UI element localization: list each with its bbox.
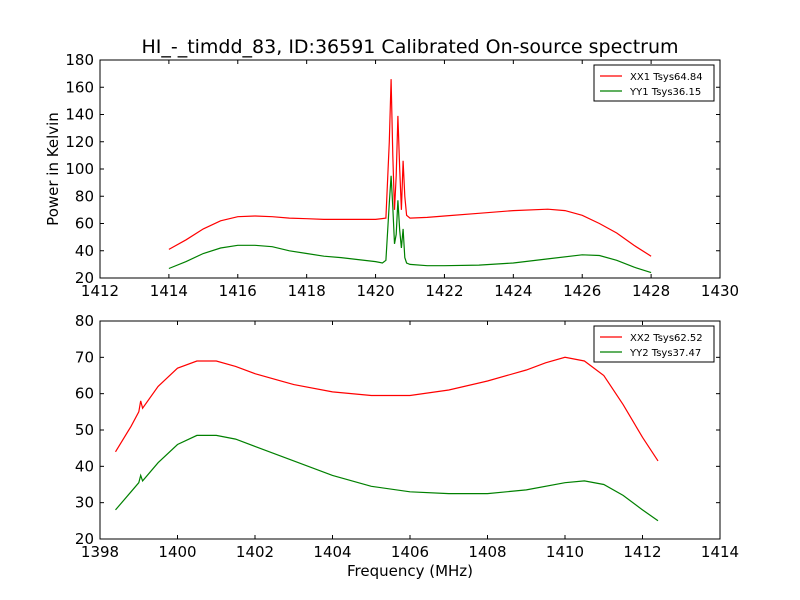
plots-container: 1412 1414 1416 1418 1420 1422 1424 1426 1428 1430… bbox=[44, 51, 739, 580]
x-tick-label: 1430 bbox=[701, 282, 739, 300]
x-tick-label: 1398 bbox=[81, 543, 119, 561]
x-tick-label: 1404 bbox=[313, 543, 351, 561]
x-tick-label: 1416 bbox=[219, 282, 257, 300]
y-tick-label: 120 bbox=[65, 133, 94, 151]
series-line-1 bbox=[114, 356, 659, 462]
y-tick-label: 70 bbox=[75, 348, 94, 366]
y-tick-label: 80 bbox=[75, 312, 94, 330]
x-tick-label: 1400 bbox=[158, 543, 196, 561]
x-axis-label: Frequency (MHz) bbox=[347, 562, 473, 580]
y-tick-label: 60 bbox=[75, 215, 94, 233]
x-tick-label: 1420 bbox=[356, 282, 394, 300]
figure-title: HI_-_timdd_83, ID:36591 Calibrated On-so… bbox=[141, 36, 678, 58]
legend: XX2 Tsys62.52 YY2 Tsys37.47 bbox=[593, 325, 715, 363]
x-tick-label: 1410 bbox=[546, 543, 584, 561]
x-tick-label: 1422 bbox=[425, 282, 463, 300]
x-tick-label: 1406 bbox=[391, 543, 429, 561]
series-line-2 bbox=[168, 175, 652, 274]
y-tick-label: 20 bbox=[75, 530, 94, 548]
subplot-2: 1398 1400 1402 1404 1406 1408 1410 1412 1414 20 30… bbox=[75, 312, 739, 580]
y-axis-label: Power in Kelvin bbox=[44, 112, 62, 226]
y-tick-label: 140 bbox=[65, 106, 94, 124]
legend-label-1: XX1 Tsys64.84 bbox=[630, 72, 703, 83]
x-tick-label: 1412 bbox=[81, 282, 119, 300]
y-tick-label: 50 bbox=[75, 421, 94, 439]
y-tick-label: 60 bbox=[75, 385, 94, 403]
y-tick-label: 40 bbox=[75, 457, 94, 475]
y-tick-label: 20 bbox=[75, 269, 94, 287]
series-line-1 bbox=[168, 79, 652, 257]
y-tick-label: 30 bbox=[75, 494, 94, 512]
subplot-1: 1412 1414 1416 1418 1420 1422 1424 1426 1428 1430… bbox=[44, 51, 739, 300]
legend: XX1 Tsys64.84 YY1 Tsys36.15 bbox=[593, 64, 715, 102]
x-tick-label: 1424 bbox=[494, 282, 532, 300]
x-tick-label: 1426 bbox=[563, 282, 601, 300]
x-tick-label: 1402 bbox=[236, 543, 274, 561]
legend-label-2: YY2 Tsys37.47 bbox=[629, 348, 701, 359]
y-tick-label: 160 bbox=[65, 78, 94, 96]
legend-box bbox=[593, 325, 715, 363]
y-tick-label: 80 bbox=[75, 187, 94, 205]
x-tick-label: 1412 bbox=[623, 543, 661, 561]
x-tick-label: 1428 bbox=[632, 282, 670, 300]
x-tick-label: 1408 bbox=[468, 543, 506, 561]
y-tick-label: 40 bbox=[75, 242, 94, 260]
legend-label-1: XX2 Tsys62.52 bbox=[630, 333, 703, 344]
x-tick-label: 1418 bbox=[288, 282, 326, 300]
y-tick-label: 180 bbox=[65, 51, 94, 69]
x-tick-label: 1414 bbox=[150, 282, 188, 300]
y-tick-label: 100 bbox=[65, 160, 94, 178]
x-tick-label: 1414 bbox=[701, 543, 739, 561]
legend-box bbox=[593, 64, 715, 102]
legend-label-2: YY1 Tsys36.15 bbox=[629, 87, 701, 98]
series-line-2 bbox=[115, 434, 659, 522]
